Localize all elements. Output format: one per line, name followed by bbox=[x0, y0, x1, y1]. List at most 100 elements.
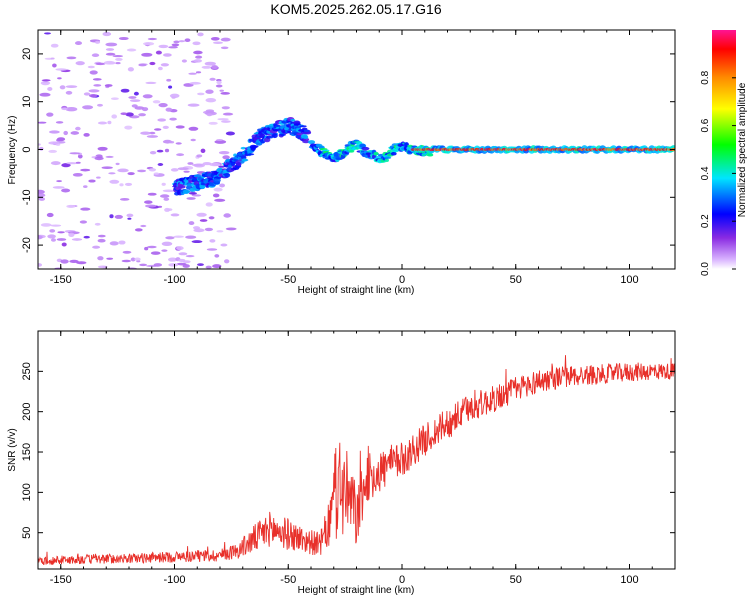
spectrogram-cell bbox=[384, 158, 389, 163]
spectrogram-cell bbox=[146, 135, 159, 138]
spectrogram-cell bbox=[94, 40, 101, 44]
spectrogram-cell bbox=[190, 138, 196, 142]
spectrogram-cell bbox=[134, 106, 145, 110]
spectrogram-cell bbox=[66, 56, 77, 60]
spectrogram-cell bbox=[164, 207, 171, 212]
spectrogram-cell bbox=[68, 232, 75, 237]
spectrogram-cell bbox=[88, 179, 96, 183]
spectrogram-cell bbox=[307, 140, 316, 145]
spectrogram-cell bbox=[38, 235, 43, 240]
spectrogram-cell bbox=[65, 107, 78, 112]
spectrogram-cell bbox=[126, 48, 137, 52]
spectrogram-cell bbox=[173, 235, 184, 238]
spectrogram-cell bbox=[61, 163, 71, 168]
spectrogram-cell bbox=[175, 142, 182, 145]
spectrogram-cell bbox=[140, 131, 151, 135]
spectrogram-cell bbox=[168, 46, 179, 49]
spectrogram-cell bbox=[144, 204, 157, 208]
spectrogram-cell bbox=[94, 156, 104, 161]
spectrogram-cell bbox=[225, 227, 237, 231]
spectrogram-cell bbox=[149, 150, 157, 155]
spectrogram-cell bbox=[217, 118, 229, 121]
spectrogram-ytick-label: -20 bbox=[21, 237, 33, 253]
spectrogram-cell bbox=[164, 148, 170, 153]
spectrogram-cell bbox=[153, 263, 163, 267]
spectrogram-cell bbox=[155, 50, 162, 55]
spectrogram-cell bbox=[215, 84, 223, 88]
colorbar-tick-label: 0.2 bbox=[700, 214, 711, 228]
spectrogram-cell bbox=[138, 63, 147, 67]
spectrogram-cell bbox=[141, 107, 149, 112]
spectrogram-cell bbox=[194, 174, 202, 178]
spectrogram-cell bbox=[38, 121, 47, 124]
spectrogram-cell bbox=[221, 106, 230, 110]
spectrogram-cell bbox=[119, 183, 124, 187]
spectrogram-cell bbox=[175, 125, 185, 129]
spectrogram-cell bbox=[207, 177, 214, 180]
spectrogram-cell bbox=[92, 245, 101, 249]
spectrogram-cell bbox=[145, 81, 157, 85]
spectrogram-cell bbox=[303, 129, 310, 132]
spectrogram-marks bbox=[38, 31, 675, 269]
spectrogram-cell bbox=[127, 217, 132, 220]
spectrogram-cell bbox=[127, 172, 135, 176]
snr-xtick-label: -100 bbox=[163, 574, 185, 586]
spectrogram-cell bbox=[96, 176, 101, 179]
spectrogram-cell bbox=[209, 239, 216, 243]
spectrogram-cell bbox=[52, 186, 65, 189]
spectrogram-cell bbox=[106, 257, 114, 260]
spectrogram-cell bbox=[75, 126, 81, 131]
spectrogram-cell bbox=[97, 146, 108, 151]
spectrogram-cell bbox=[206, 113, 213, 117]
spectrogram-cell bbox=[199, 219, 208, 222]
spectrogram-cell bbox=[120, 112, 128, 116]
spectrogram-xtick-label: 0 bbox=[399, 274, 405, 286]
spectrogram-cell bbox=[115, 61, 121, 65]
spectrogram-cell bbox=[47, 87, 53, 91]
spectrogram-cell bbox=[118, 36, 129, 41]
spectrogram-cell bbox=[218, 151, 230, 155]
spectrogram-cell bbox=[77, 154, 83, 159]
spectrogram-cell bbox=[134, 257, 141, 261]
spectrogram-cell bbox=[222, 155, 230, 160]
spectrogram-cell bbox=[66, 204, 76, 208]
spectrogram-cell bbox=[171, 43, 180, 47]
spectrogram-cell bbox=[57, 77, 62, 80]
spectrogram-cell bbox=[220, 92, 231, 95]
spectrogram-cell bbox=[235, 162, 242, 167]
spectrogram-ytick-label: 20 bbox=[21, 48, 33, 60]
spectrogram-cell bbox=[163, 197, 170, 201]
spectrogram-cell bbox=[212, 264, 222, 269]
spectrogram-cell bbox=[173, 40, 180, 44]
snr-xtick-label: 100 bbox=[620, 574, 638, 586]
spectrogram-cell bbox=[188, 221, 195, 226]
spectrogram-cell bbox=[83, 185, 88, 188]
spectrogram-cell bbox=[47, 234, 56, 239]
spectrogram-cell bbox=[61, 107, 68, 111]
spectrogram-cell bbox=[271, 133, 278, 139]
spectrogram-cell bbox=[144, 200, 153, 204]
spectrogram-cell bbox=[125, 112, 134, 117]
spectrogram-cell bbox=[50, 43, 59, 48]
spectrogram-cell bbox=[201, 65, 212, 69]
spectrogram-cell bbox=[169, 141, 175, 144]
spectrogram-cell bbox=[115, 57, 123, 61]
spectrogram-cell bbox=[188, 192, 197, 195]
spectrogram-cell bbox=[188, 72, 197, 75]
spectrogram-cell bbox=[187, 162, 194, 165]
spectrogram-cell bbox=[193, 228, 205, 233]
spectrogram-cell bbox=[182, 264, 190, 268]
spectrogram-cell bbox=[168, 257, 178, 262]
colorbar-tick-label: 0.8 bbox=[700, 70, 711, 84]
spectrogram-cell bbox=[161, 182, 166, 186]
spectrogram-cell bbox=[83, 133, 90, 137]
snr-series-line bbox=[38, 355, 675, 565]
spectrogram-cell bbox=[212, 193, 220, 198]
spectrogram-cell bbox=[169, 117, 177, 121]
spectrogram-cell bbox=[224, 259, 230, 264]
spectrogram-cell bbox=[38, 189, 45, 195]
spectrogram-cell bbox=[185, 235, 197, 239]
colorbar-tick-label: 0.4 bbox=[700, 166, 711, 180]
